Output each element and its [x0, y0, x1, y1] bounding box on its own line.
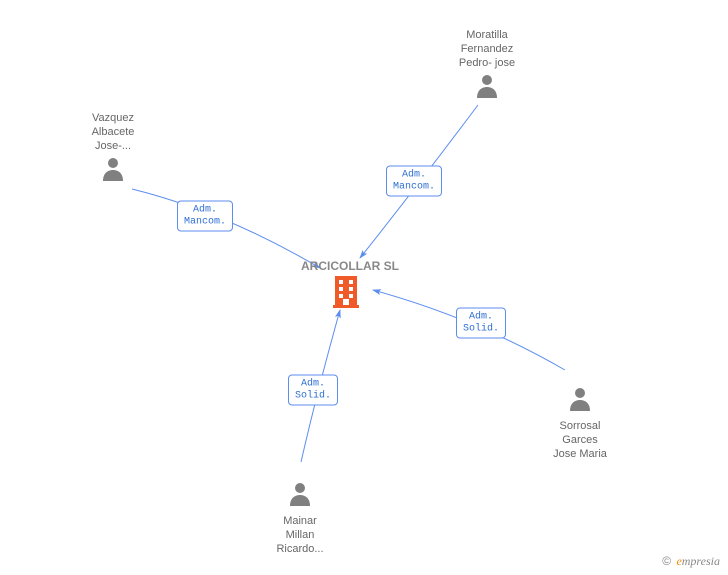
node-mainar: Mainar Millan Ricardo... — [240, 480, 360, 556]
node-label-moratilla: Moratilla Fernandez Pedro- jose — [427, 29, 547, 70]
node-label-mainar: Mainar Millan Ricardo... — [240, 515, 360, 556]
person-icon — [567, 385, 593, 416]
person-icon — [287, 480, 313, 511]
diagram-canvas: ARCICOLLAR SL Moratilla Fernandez Pedro-… — [0, 0, 728, 575]
company-label: ARCICOLLAR SL — [301, 259, 399, 273]
company-icon — [331, 274, 361, 313]
node-label-vazquez: Vazquez Albacete Jose-... — [53, 112, 173, 153]
person-icon — [474, 72, 500, 103]
watermark-rest: mpresia — [682, 554, 720, 568]
node-sorrosal: Sorrosal Garces Jose Maria — [520, 385, 640, 461]
edge-label-mainar: Adm. Solid. — [288, 375, 338, 406]
copyright-symbol: © — [662, 554, 671, 568]
edge-label-vazquez: Adm. Mancom. — [177, 201, 233, 232]
node-moratilla: Moratilla Fernandez Pedro- jose — [427, 29, 547, 103]
edge-label-sorrosal: Adm. Solid. — [456, 308, 506, 339]
person-icon — [100, 155, 126, 186]
edge-label-moratilla: Adm. Mancom. — [386, 166, 442, 197]
watermark: © empresia — [662, 554, 720, 569]
edges-layer — [0, 0, 728, 575]
node-vazquez: Vazquez Albacete Jose-... — [53, 112, 173, 186]
node-label-sorrosal: Sorrosal Garces Jose Maria — [520, 420, 640, 461]
